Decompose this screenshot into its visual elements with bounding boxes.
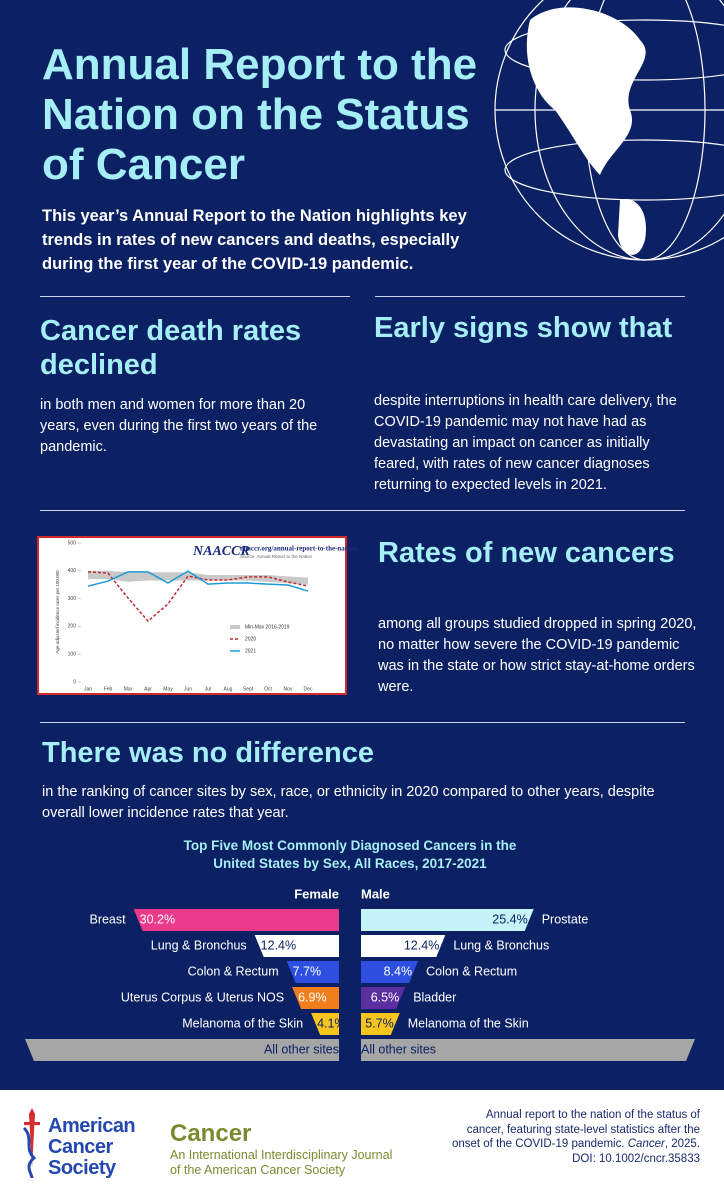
legend-swatch bbox=[230, 625, 240, 629]
chart-logo: NAACCR bbox=[192, 544, 250, 559]
legend-label: 2020 bbox=[245, 636, 256, 642]
y-tick-label: 400 bbox=[68, 568, 77, 574]
chart-title: Top Five Most Commonly Diagnosed Cancers… bbox=[184, 838, 517, 871]
y-axis-label: Age-adjusted incidence rates per 100,000 bbox=[55, 570, 60, 654]
category-label: Lung & Bronchus bbox=[151, 938, 247, 952]
series-label: Male bbox=[361, 886, 390, 901]
value-label: 4.1% bbox=[317, 1016, 346, 1030]
y-tick-label: 200 bbox=[68, 624, 77, 630]
value-label: 30.2% bbox=[140, 912, 175, 926]
bar bbox=[254, 935, 339, 957]
bar bbox=[286, 961, 339, 983]
bar bbox=[361, 909, 534, 931]
x-tick-label: Jun bbox=[184, 686, 192, 692]
footer: American Cancer Society Cancer An Intern… bbox=[0, 1090, 724, 1200]
value-label: 12.4% bbox=[404, 938, 439, 952]
bar bbox=[361, 1013, 400, 1035]
x-tick-label: Aug bbox=[224, 686, 233, 692]
x-tick-label: Jul bbox=[205, 686, 211, 692]
x-tick-label: Apr bbox=[144, 686, 152, 692]
title: Annual Report to the Nation on the Statu… bbox=[42, 40, 478, 189]
other-bar bbox=[25, 1039, 339, 1061]
divider bbox=[40, 296, 350, 297]
chart-subtitle: Source: Annual Report to the Nation bbox=[240, 554, 313, 559]
globe bbox=[494, 0, 724, 261]
x-tick-label: Feb bbox=[104, 686, 113, 692]
value-label: 6.9% bbox=[298, 990, 327, 1004]
x-tick-label: Sept bbox=[243, 686, 254, 692]
org-name: American Cancer Society bbox=[48, 1115, 136, 1179]
series-line bbox=[87, 570, 309, 592]
series-line bbox=[87, 571, 309, 623]
x-tick-label: Mar bbox=[124, 686, 133, 692]
category-label: Prostate bbox=[542, 912, 589, 926]
x-tick-label: Dec bbox=[304, 686, 313, 692]
bar bbox=[361, 987, 406, 1009]
intro: This year’s Annual Report to the Nation … bbox=[42, 207, 467, 273]
x-tick-label: Jan bbox=[84, 686, 92, 692]
bar bbox=[311, 1013, 339, 1035]
divider bbox=[40, 510, 685, 511]
category-label: Melanoma of the Skin bbox=[182, 1016, 303, 1030]
other-label: All other sites bbox=[264, 1042, 339, 1056]
category-label: Breast bbox=[89, 912, 126, 926]
bar bbox=[133, 909, 339, 931]
legend-label: 2021 bbox=[245, 648, 256, 654]
citation-journal: Cancer bbox=[627, 1138, 665, 1150]
category-label: Lung & Bronchus bbox=[453, 938, 549, 952]
y-tick-label: 300 bbox=[68, 596, 77, 602]
category-label: Colon & Rectum bbox=[426, 964, 517, 978]
bar bbox=[361, 961, 419, 983]
category-label: Colon & Rectum bbox=[188, 964, 279, 978]
journal-tagline: An International Interdisciplinary Journ… bbox=[170, 1148, 393, 1177]
y-tick-label: 0 bbox=[73, 679, 76, 685]
citation: Annual report to the nation of the statu… bbox=[450, 1108, 700, 1166]
journal-name: Cancer bbox=[170, 1120, 252, 1147]
category-label: Uterus Corpus & Uterus NOS bbox=[121, 990, 284, 1004]
section-heading: Cancer death rates declined bbox=[40, 315, 302, 381]
other-bar bbox=[361, 1039, 695, 1061]
series-label: Female bbox=[294, 886, 339, 901]
x-tick-label: May bbox=[163, 686, 173, 692]
x-tick-label: Nov bbox=[284, 686, 293, 692]
section-body: in the ranking of cancer sites by sex, r… bbox=[42, 784, 655, 821]
bar bbox=[361, 935, 446, 957]
value-label: 5.7% bbox=[365, 1016, 394, 1030]
divider bbox=[375, 296, 685, 297]
citation-rest: , 2025. DOI: 10.1002/cncr.35833 bbox=[572, 1138, 700, 1165]
value-label: 7.7% bbox=[293, 964, 322, 978]
citation-text: Annual report to the nation of the statu… bbox=[451, 1109, 700, 1150]
section-body: despite interruptions in health care del… bbox=[374, 393, 677, 493]
section-heading: There was no difference bbox=[42, 737, 374, 769]
x-tick-label: Oct bbox=[264, 686, 272, 692]
chart-frame bbox=[37, 536, 347, 695]
category-label: Melanoma of the Skin bbox=[408, 1016, 529, 1030]
divider bbox=[40, 722, 685, 723]
chart-title: naaccr.org/annual-report-to-the-nation bbox=[240, 545, 357, 553]
value-label: 8.4% bbox=[384, 964, 413, 978]
y-tick-label: 500 bbox=[68, 540, 77, 546]
section-heading: Early signs show that bbox=[374, 312, 673, 344]
category-label: Bladder bbox=[413, 990, 456, 1004]
section-body: among all groups studied dropped in spri… bbox=[378, 616, 697, 695]
charts: NAACCRnaaccr.org/annual-report-to-the-na… bbox=[25, 536, 695, 1061]
legend-label: Min-Max 2016-2019 bbox=[245, 624, 290, 630]
y-tick-label: 100 bbox=[68, 652, 77, 658]
other-label: All other sites bbox=[361, 1042, 436, 1056]
section-heading: Rates of new cancers bbox=[378, 537, 675, 569]
value-label: 12.4% bbox=[261, 938, 296, 952]
value-label: 6.5% bbox=[371, 990, 400, 1004]
value-label: 25.4% bbox=[492, 912, 527, 926]
bar bbox=[292, 987, 339, 1009]
acs-logo bbox=[22, 1108, 40, 1179]
section-body: in both men and women for more than 20 y… bbox=[40, 397, 318, 455]
